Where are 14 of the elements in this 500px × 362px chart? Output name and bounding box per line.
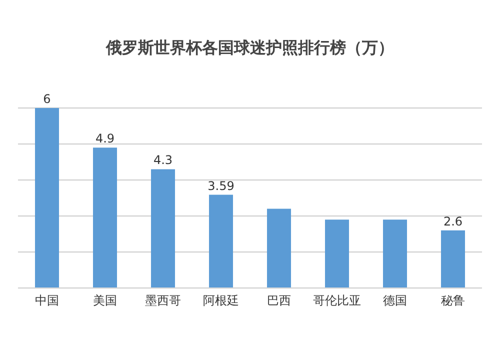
x-tick-label: 德国 xyxy=(383,294,407,308)
x-tick-label: 美国 xyxy=(93,294,117,308)
data-label: 4.3 xyxy=(153,153,173,168)
x-tick-label: 墨西哥 xyxy=(145,294,181,308)
data-label: 6 xyxy=(43,92,51,106)
data-label: 3.59 xyxy=(208,178,234,193)
data-label: 2.6 xyxy=(443,214,463,228)
x-tick-label: 中国 xyxy=(35,294,59,308)
data-label: 4.9 xyxy=(95,132,115,146)
x-tick-label: 阿根廷 xyxy=(203,294,239,308)
x-tick-label: 巴西 xyxy=(267,294,291,308)
x-tick-label: 秘鲁 xyxy=(441,294,465,308)
chart-title: 俄罗斯世界杯各国球迷护照排行榜（万） xyxy=(104,37,395,59)
x-tick-label: 哥伦比亚 xyxy=(313,294,361,308)
